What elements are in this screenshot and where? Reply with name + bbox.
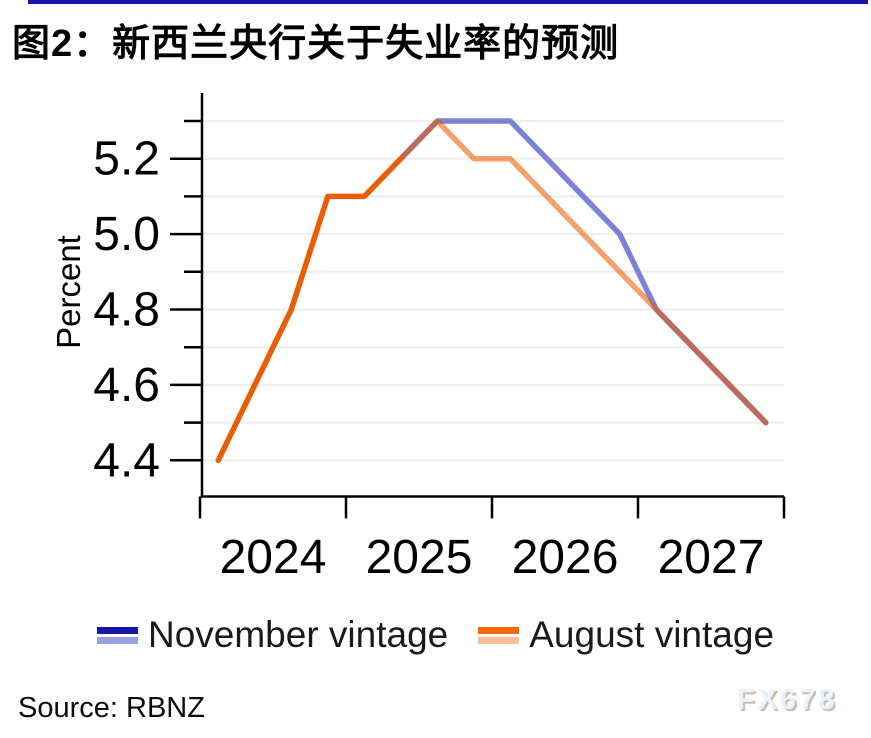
watermark: FX678 [737,684,838,716]
unemployment-forecast-chart: 5.2 5.0 4.8 4.6 4.4 2024 2025 2026 2027 Percent [50,93,786,584]
axes [170,93,786,519]
top-accent-bar [28,0,868,4]
x-tick-label: 2024 [220,531,327,584]
series-august-vintage [398,118,769,426]
y-tick-label: 4.8 [93,284,160,337]
y-axis-label: Percent [50,235,87,349]
legend-label-november: November vintage [147,614,449,655]
x-tick-label: 2026 [512,531,619,584]
x-tick-label: 2025 [366,531,473,584]
legend: November vintage August vintage [0,612,871,658]
page-title: 图2：新西兰央行关于失业率的预测 [12,23,620,65]
y-tick-label: 4.6 [93,359,160,412]
august-line-icon [478,626,520,644]
legend-item-august: August vintage [478,614,774,656]
tick-labels: 5.2 5.0 4.8 4.6 4.4 2024 2025 2026 2027 [93,133,764,584]
series-actual-history-both-vintages [215,155,404,464]
y-tick-label: 5.0 [93,208,160,261]
gridlines [203,120,784,462]
x-tick-label: 2027 [658,531,765,584]
series-lines [215,118,769,464]
november-line-icon [96,626,138,644]
y-tick-label: 4.4 [93,434,160,487]
source-text: Source: RBNZ [18,692,205,724]
y-tick-label: 5.2 [93,133,160,186]
legend-label-august: August vintage [529,614,775,655]
legend-item-november: November vintage [96,614,449,656]
